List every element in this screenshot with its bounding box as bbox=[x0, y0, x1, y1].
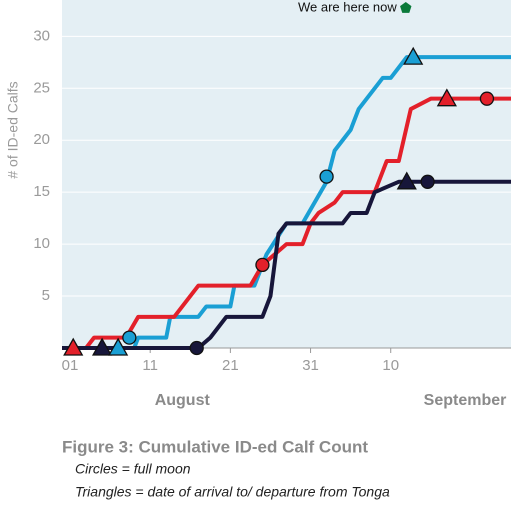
y-tick-label: 10 bbox=[33, 235, 50, 252]
x-tick-label: 31 bbox=[302, 357, 319, 374]
y-tick-label: 30 bbox=[33, 27, 50, 44]
month-label: September bbox=[424, 392, 507, 409]
series-line bbox=[62, 179, 511, 350]
month-label: August bbox=[155, 392, 211, 409]
triangle-marker bbox=[396, 171, 417, 190]
y-tick-label: 20 bbox=[33, 131, 50, 148]
caption-line: Triangles = date of arrival to/ departur… bbox=[75, 484, 390, 500]
triangle-marker bbox=[91, 337, 113, 356]
x-tick-label: 10 bbox=[382, 357, 399, 374]
annotation-marker bbox=[400, 2, 412, 13]
y-axis-label: # of ID-ed Calfs bbox=[5, 81, 21, 178]
y-tick-label: 5 bbox=[42, 287, 50, 304]
x-tick-label: 11 bbox=[142, 357, 158, 374]
caption-title: Figure 3: Cumulative ID-ed Calf Count bbox=[62, 437, 368, 456]
triangle-marker bbox=[63, 337, 84, 356]
circle-marker bbox=[420, 174, 435, 189]
circle-marker bbox=[255, 257, 270, 273]
triangle-marker bbox=[108, 337, 129, 356]
caption-line: Circles = full moon bbox=[75, 461, 191, 477]
circle-marker bbox=[122, 330, 137, 345]
triangle-marker bbox=[436, 88, 457, 107]
y-tick-label: 15 bbox=[33, 183, 50, 200]
circle-marker bbox=[189, 340, 204, 356]
series-line bbox=[62, 96, 511, 350]
circle-marker bbox=[479, 91, 495, 106]
series-line bbox=[62, 55, 511, 350]
triangle-marker bbox=[403, 46, 424, 65]
x-tick-label: 21 bbox=[222, 357, 239, 374]
x-tick-label: 01 bbox=[62, 357, 79, 374]
annotation: We are here now bbox=[298, 0, 397, 14]
circle-marker bbox=[319, 169, 334, 184]
y-tick-label: 25 bbox=[33, 79, 50, 96]
